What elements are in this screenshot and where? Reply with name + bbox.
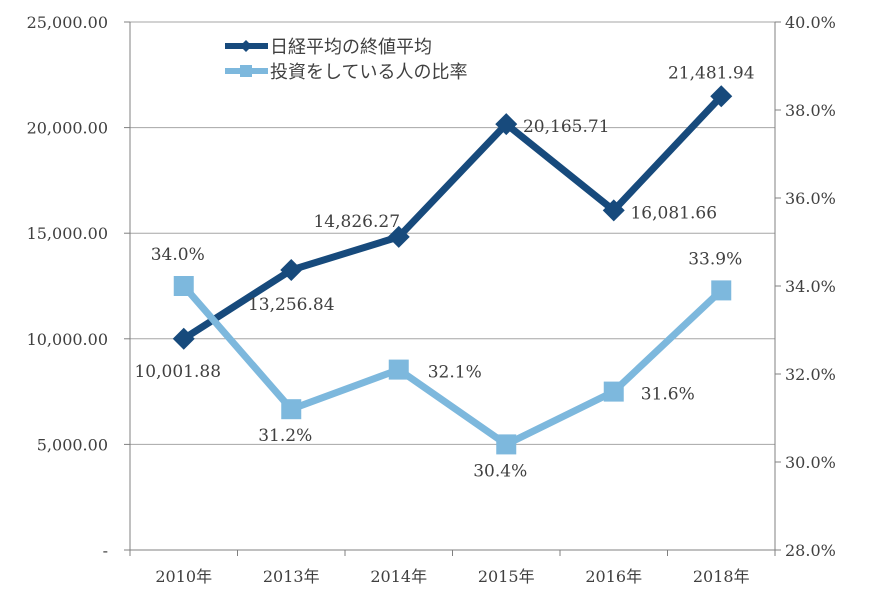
x-axis-tick-label: 2013年 [263, 567, 320, 586]
data-point-square [388, 359, 409, 380]
data-label: 34.0% [151, 245, 205, 265]
data-label: 30.4% [473, 461, 527, 481]
left-axis-tick-label: 25,000.00 [27, 13, 108, 32]
right-axis-tick-label: 38.0% [785, 101, 836, 120]
left-axis-tick-label: - [103, 541, 108, 560]
data-label: 10,001.88 [134, 362, 221, 382]
right-axis-tick-label: 28.0% [785, 541, 836, 560]
data-point-diamond [172, 327, 195, 350]
right-axis-tick-label: 40.0% [785, 13, 836, 32]
data-label: 13,256.84 [248, 295, 335, 315]
data-point-square [496, 434, 517, 455]
left-axis-tick-label: 10,000.00 [27, 330, 108, 349]
series-line-1 [181, 283, 724, 448]
legend-label: 日経平均の終値平均 [270, 37, 432, 58]
data-point-diamond [280, 259, 303, 282]
left-axis-tick-label: 15,000.00 [27, 224, 108, 243]
data-label: 31.2% [258, 426, 312, 446]
data-point-diamond [602, 199, 625, 222]
x-axis-tick-label: 2015年 [478, 567, 535, 586]
x-axis-tick-label: 2016年 [585, 567, 642, 586]
data-point-square [603, 381, 624, 402]
right-axis-tick-label: 34.0% [785, 277, 836, 296]
data-label: 31.6% [641, 385, 695, 405]
x-axis-tick-label: 2010年 [155, 567, 212, 586]
x-axis-tick-label: 2018年 [693, 567, 750, 586]
data-label: 20,165.71 [523, 117, 610, 137]
left-axis-tick-label: 20,000.00 [27, 119, 108, 138]
data-point-diamond [710, 85, 733, 108]
data-label: 21,481.94 [668, 63, 755, 83]
right-axis-tick-label: 30.0% [785, 453, 836, 472]
legend-marker-square [240, 65, 252, 77]
data-label: 32.1% [428, 363, 482, 383]
legend-label: 投資をしている人の比率 [270, 62, 467, 83]
series-line-0 [181, 93, 724, 342]
data-label: 16,081.66 [630, 203, 717, 223]
legend-marker-diamond [240, 40, 252, 52]
right-axis-tick-label: 32.0% [785, 365, 836, 384]
left-axis-tick-label: 5,000.00 [37, 435, 108, 454]
data-point-square [281, 399, 302, 420]
data-point-diamond [387, 225, 410, 248]
data-point-square [711, 280, 732, 301]
data-point-diamond [495, 113, 518, 136]
data-point-square [173, 276, 194, 296]
data-label: 14,826.27 [313, 212, 400, 232]
data-label: 33.9% [688, 249, 742, 269]
x-axis-tick-label: 2014年 [370, 567, 427, 586]
right-axis-tick-label: 36.0% [785, 189, 836, 208]
